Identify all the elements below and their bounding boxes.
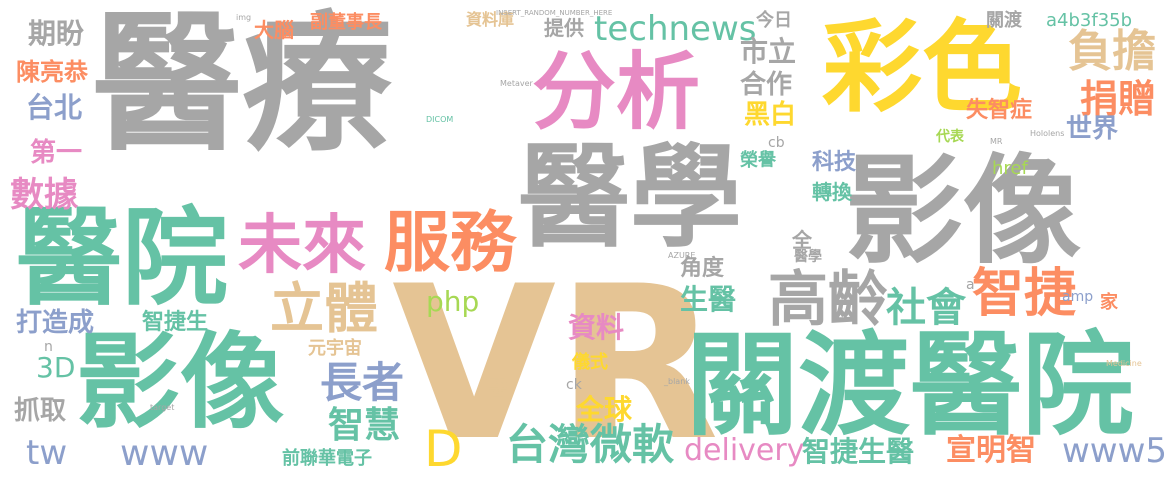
- word-vr: VR: [392, 240, 720, 482]
- word-ying-xiang-right: 影像: [845, 142, 1082, 280]
- word-taiwan-weiruan: 台灣微軟: [506, 420, 675, 469]
- word-www5: www5: [1062, 431, 1168, 471]
- word-dicom: DICOM: [426, 115, 454, 124]
- word-yi: 醫: [488, 376, 508, 400]
- word-jin-ri: 今日: [756, 10, 792, 31]
- word-shi-zhi-zheng: 失智症: [966, 98, 1033, 123]
- word-hei-bai: 黑白: [744, 100, 797, 130]
- word-di-yi: 第一: [30, 138, 83, 168]
- word-www: www: [120, 433, 209, 474]
- word-technews: technews: [594, 9, 757, 49]
- word-da-nao: 大腦: [254, 18, 294, 42]
- word-guan-du: 關渡: [986, 10, 1022, 31]
- word-insert-random-number: INSERT_RANDOM_NUMBER_HERE: [496, 9, 613, 17]
- word-zi-liao-ku: 資料庫: [466, 10, 515, 29]
- word-ying-xiang-left: 影像: [76, 321, 285, 443]
- word-shi-li: 市立: [740, 35, 797, 68]
- word-qi-pan: 期盼: [28, 17, 85, 50]
- word-ck: ck: [566, 377, 582, 393]
- word-sheng-yi: 生醫: [680, 283, 737, 316]
- word-wei-lai: 未來: [238, 209, 366, 283]
- word-guan-du-yi-yuan: 關渡醫院: [686, 321, 1134, 451]
- word-tai-bei: 台北: [26, 91, 83, 124]
- word-he-zuo: 合作: [740, 70, 793, 100]
- word-blank: _blank: [664, 377, 690, 386]
- word-zhi-jie-sheng-yi: 智捷生醫: [802, 435, 915, 468]
- word-target: target: [150, 403, 175, 412]
- word-d: D: [424, 420, 463, 478]
- word-3d: 3D: [36, 351, 76, 384]
- word-ti-gong: 提供: [544, 16, 584, 40]
- word-quan-qiu: 全球: [576, 393, 633, 426]
- word-a: a: [966, 277, 975, 293]
- word-li-ti: 立體: [270, 277, 378, 340]
- word-n: n: [44, 339, 53, 355]
- word-shu-ju: 數據: [10, 175, 78, 215]
- word-fen-xi: 分析: [532, 43, 701, 141]
- word-she-hui: 社會: [886, 285, 966, 331]
- word-dai-biao: 代表: [936, 129, 964, 145]
- word-ke-ji: 科技: [812, 150, 857, 175]
- word-xuan-ming-zhi: 宣明智: [946, 433, 1036, 468]
- word-zhi-jie: 智捷: [972, 264, 1077, 324]
- word-zi-liao: 資料: [568, 311, 625, 344]
- word-yi-liao: 醫療: [92, 0, 393, 172]
- word-fu-dan: 負擔: [1068, 26, 1156, 77]
- word-quan: 全: [792, 228, 812, 252]
- word-qian-lian-hua-dian-zi: 前聯華電子: [282, 448, 372, 469]
- word-chen-liang-gong: 陳亮恭: [16, 58, 88, 86]
- word-da-zao-cheng: 打造成: [16, 308, 95, 338]
- word-amp: amp: [1062, 289, 1094, 305]
- word-jiao-du: 角度: [680, 256, 725, 281]
- word-cai-se: 彩色: [822, 9, 1022, 126]
- word-yi-shi: 儀式: [572, 352, 608, 373]
- word-yuan-yu-zhou: 元宇宙: [308, 338, 362, 359]
- word-zhi-hui: 智慧: [328, 405, 401, 446]
- word-a4b3f35b: a4b3f35b: [1046, 10, 1133, 31]
- word-cb: cb: [768, 135, 785, 151]
- word-gao-ling: 高齡: [768, 265, 888, 335]
- word-fu-wu: 服務: [384, 204, 516, 281]
- word-zhuan-huan: 轉換: [812, 180, 852, 204]
- word-zhua-qu: 抓取: [14, 396, 67, 426]
- word-href: href: [992, 158, 1028, 179]
- word-juan-zeng: 捐贈: [1080, 77, 1157, 121]
- word-img: img: [236, 13, 252, 22]
- word-zhang-zhe: 長者: [320, 358, 405, 407]
- word-azure: AZURE: [668, 251, 696, 260]
- word-php: php: [426, 285, 480, 318]
- word-rong-yu: 榮譽: [740, 150, 776, 171]
- word-jia: 家: [1100, 292, 1118, 313]
- word-yi-xue: 醫學: [518, 133, 742, 263]
- word-delivery: delivery: [684, 433, 805, 468]
- word-fu-dong-shi-zhang: 副董事長: [310, 12, 382, 33]
- word-yi-yuan: 醫院: [16, 197, 228, 320]
- word-hololens: Hololens: [1030, 129, 1065, 138]
- word-zhi-jie-sheng: 智捷生: [142, 310, 209, 335]
- word-mr: MR: [990, 137, 1003, 146]
- word-metaver: Metaver: [500, 79, 533, 88]
- word-medicine: Medicine: [1106, 359, 1142, 368]
- word-tw: tw: [26, 433, 68, 473]
- word-shi-jie: 世界: [1066, 114, 1119, 144]
- word-yi-xue-small: 醫學: [794, 249, 822, 265]
